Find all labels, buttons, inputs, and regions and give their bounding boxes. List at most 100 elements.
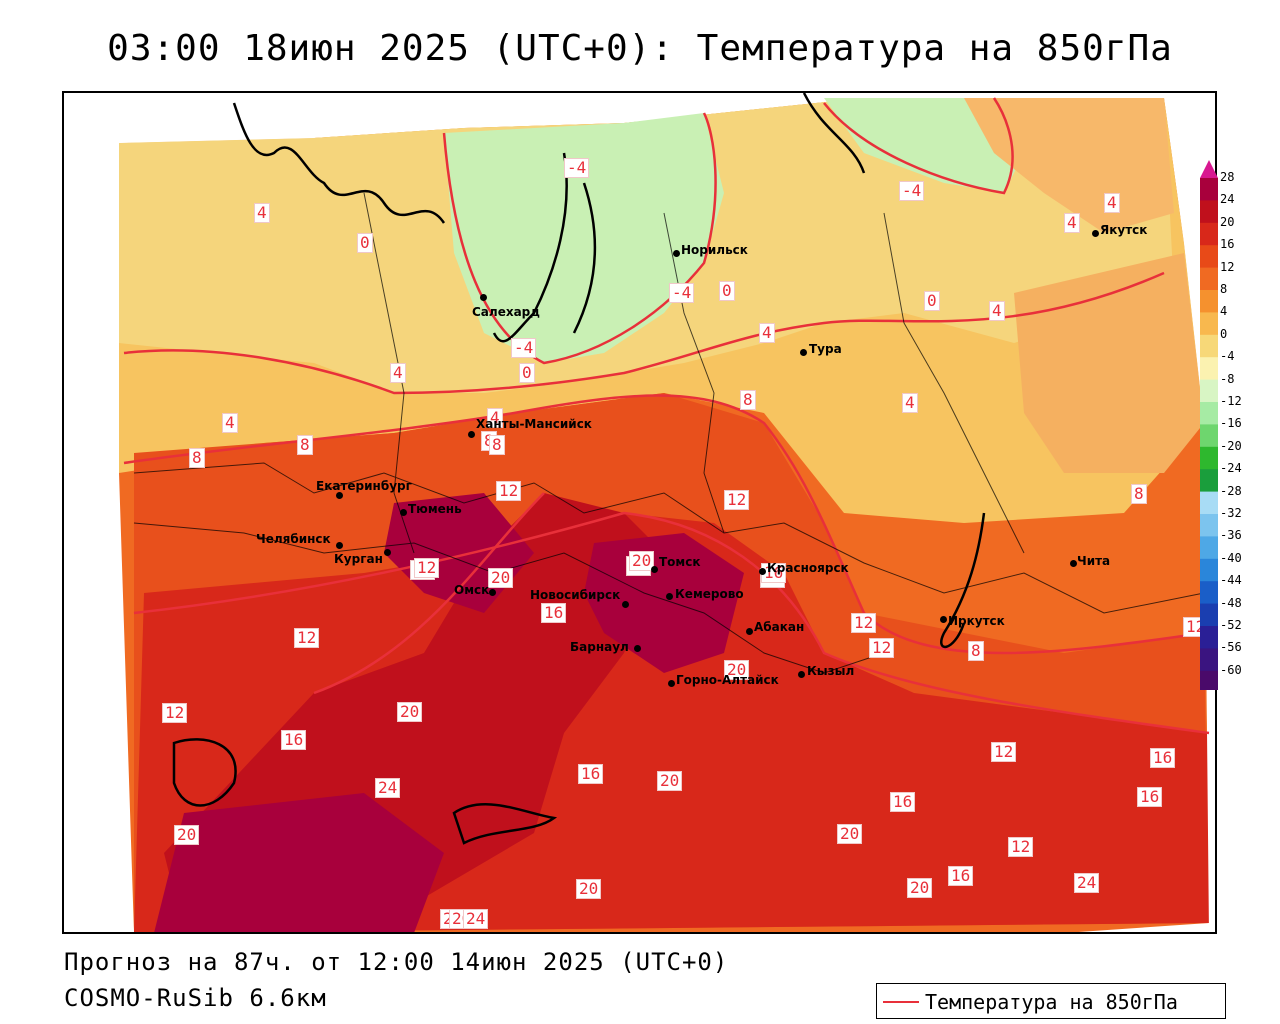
legend: Температура на 850гПа (876, 983, 1226, 1019)
city-marker (800, 349, 807, 356)
colorbar-swatch (1200, 424, 1218, 448)
city-label-gorno-altaysk: Горно-Алтайск (676, 673, 779, 687)
city-label-salekhard: Салехард (472, 305, 540, 319)
city-marker (668, 680, 675, 687)
isoline-label: 12 (496, 481, 522, 501)
isoline-label: 0 (519, 363, 535, 383)
isoline-label: 12 (724, 490, 750, 510)
isoline-label: 20 (657, 771, 683, 791)
city-label-tomsk: Томск (659, 555, 701, 569)
isoline-label: 4 (390, 363, 406, 383)
isoline-label: 16 (948, 866, 974, 886)
colorbar-swatch (1200, 626, 1218, 649)
isoline-label: 16 (761, 563, 787, 583)
temperature-map (64, 93, 1215, 932)
city-marker (666, 593, 673, 600)
colorbar-label: -56 (1220, 640, 1242, 655)
isoline-label: 8 (297, 435, 313, 455)
colorbar-swatch (1200, 178, 1218, 201)
city-marker (1092, 230, 1099, 237)
city-marker (746, 628, 753, 635)
city-marker (400, 509, 407, 516)
city-label-abakan: Абакан (754, 620, 805, 634)
colorbar-swatch (1200, 245, 1218, 269)
colorbar-swatch (1200, 222, 1218, 246)
colorbar-swatch (1200, 469, 1218, 493)
city-label-norilsk: Норильск (681, 243, 748, 257)
colorbar-label: -36 (1220, 528, 1242, 543)
colorbar-label: -4 (1220, 349, 1235, 364)
isoline-label: -4 (564, 158, 590, 178)
city-label-omsk: Омск (454, 583, 490, 597)
isoline-label: -4 (669, 283, 695, 303)
isoline-label: 20 (629, 551, 655, 571)
isoline-label: 16 (578, 764, 604, 784)
colorbar-swatch (1200, 446, 1218, 470)
isoline-label: 0 (719, 281, 735, 301)
city-marker (336, 492, 343, 499)
model-info: COSMO-RuSib 6.6км (64, 984, 327, 1012)
city-marker (384, 549, 391, 556)
isoline-label: 8 (1131, 484, 1147, 504)
city-marker (336, 542, 343, 549)
colorbar-top-arrow (1200, 160, 1218, 178)
city-marker (468, 431, 475, 438)
city-label-kemerovo: Кемерово (675, 587, 744, 601)
colorbar-label: -28 (1220, 483, 1242, 498)
colorbar-swatch (1200, 200, 1218, 224)
colorbar-swatch (1200, 536, 1218, 560)
city-marker (798, 671, 805, 678)
isoline-label: -4 (511, 338, 537, 358)
colorbar-swatch (1200, 334, 1218, 358)
legend-label: Температура на 850гПа (925, 990, 1178, 1014)
isoline-label: 4 (254, 203, 270, 223)
map-frame: 4 0 -4 4 0 -4 4 0 -4 4 0 -4 4 4 4 8 8 8 … (62, 91, 1217, 934)
isoline-label: 20 (576, 879, 602, 899)
isoline-label: 16 (281, 730, 307, 750)
isoline-label: 4 (902, 393, 918, 413)
city-label-kurgan: Курган (334, 552, 383, 566)
isoline-label: 24 (463, 909, 489, 929)
city-marker (673, 250, 680, 257)
colorbar-label: 24 (1220, 192, 1235, 207)
isoline-label: 16 (1137, 787, 1163, 807)
isoline-label: 24 (1074, 873, 1100, 893)
colorbar-label: -52 (1220, 618, 1242, 632)
city-label-tyumen: Тюмень (408, 502, 462, 516)
isoline-label: 8 (489, 435, 505, 455)
isoline-label: 12 (991, 742, 1017, 762)
city-label-irkutsk: Иркутск (948, 614, 1005, 628)
isoline-label: 16 (1150, 748, 1176, 768)
city-label-barnaul: Барнаул (570, 640, 629, 654)
isoline-label: 20 (837, 824, 863, 844)
colorbar-label: 20 (1220, 214, 1235, 229)
colorbar-swatch (1200, 312, 1218, 336)
city-label-tura: Тура (809, 342, 842, 356)
colorbar-label: -40 (1220, 550, 1242, 565)
colorbar-swatch (1200, 648, 1218, 672)
city-marker (480, 294, 487, 301)
isoline-label: 20 (397, 702, 423, 722)
city-label-chita: Чита (1077, 554, 1111, 568)
colorbar-swatch (1200, 670, 1218, 694)
city-label-novosibirsk: Новосибирск (530, 588, 621, 602)
colorbar-swatch (1200, 402, 1218, 425)
colorbar-swatch (1200, 514, 1218, 537)
colorbar-swatch (1200, 267, 1218, 291)
colorbar-label: -12 (1220, 394, 1242, 408)
colorbar-label: 4 (1220, 304, 1228, 319)
colorbar-swatch (1200, 357, 1218, 381)
colorbar-label: -32 (1220, 506, 1242, 520)
colorbar-label: -60 (1220, 662, 1242, 677)
colorbar-label: -16 (1220, 416, 1242, 431)
colorbar-swatch (1200, 379, 1218, 403)
colorbar-label: 12 (1220, 259, 1235, 274)
city-marker (489, 589, 496, 596)
city-label-kyzyl: Кызыл (807, 664, 855, 678)
isoline-label: 8 (968, 641, 984, 661)
colorbar-label: 0 (1220, 326, 1228, 341)
city-marker (940, 616, 947, 623)
colorbar-label: 8 (1220, 282, 1228, 296)
colorbar-label: -20 (1220, 438, 1242, 453)
city-label-chelyabinsk: Челябинск (256, 532, 331, 546)
